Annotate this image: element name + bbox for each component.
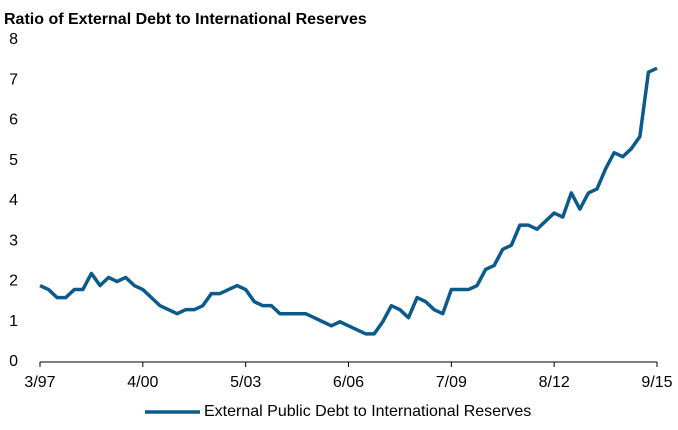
y-tick-label: 0 [9,353,18,370]
y-tick-label: 7 [9,71,18,88]
chart-title: Ratio of External Debt to International … [4,11,367,28]
x-tick-label: 6/06 [333,374,364,391]
y-tick-label: 5 [9,152,18,169]
line-series [39,66,658,336]
y-tick-label: 1 [9,313,18,330]
y-tick-label: 6 [9,112,18,129]
x-tick-label: 4/00 [127,374,158,391]
x-tick-label: 3/97 [24,374,55,391]
x-tick-label: 5/03 [230,374,261,391]
legend-label: External Public Debt to International Re… [204,403,531,420]
x-tick-label: 9/15 [641,374,672,391]
y-tick-label: 4 [9,192,18,209]
y-tick-label: 2 [9,273,18,290]
y-tick-label: 8 [9,31,18,48]
y-tick-label: 3 [9,232,18,249]
x-tick-label: 8/12 [539,374,570,391]
x-tick-label: 7/09 [436,374,467,391]
